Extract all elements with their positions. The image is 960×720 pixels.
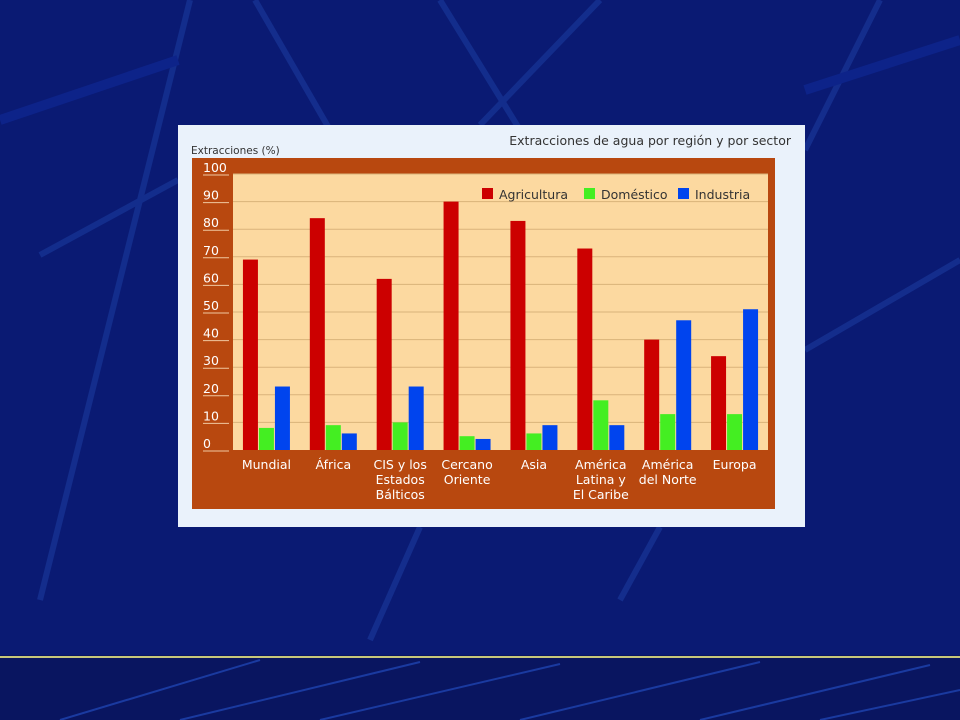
bar-industria [743, 309, 759, 450]
legend-label-doméstico: Doméstico [601, 187, 668, 202]
x-tick-label: Latina y [576, 472, 627, 487]
x-tick-label: Estados [376, 472, 425, 487]
bar-doméstico [392, 422, 408, 450]
x-tick-label: Mundial [242, 457, 291, 472]
bar-agricultura [711, 356, 727, 450]
bar-agricultura [443, 201, 459, 450]
chart-image-frame: Extracciones de agua por región y por se… [178, 125, 805, 527]
bar-industria [609, 425, 625, 450]
x-tick-label: Bálticos [376, 487, 425, 502]
legend-swatch-agricultura [482, 188, 493, 199]
bar-agricultura [309, 218, 325, 450]
bar-agricultura [644, 339, 660, 450]
bar-doméstico [258, 427, 274, 450]
y-tick-label: 10 [203, 408, 219, 423]
x-tick-label: Cercano [441, 457, 492, 472]
y-tick-label: 60 [203, 270, 219, 285]
bar-chart: 0 10 20 30 40 50 60 70 80 90 100 Mundial África CIS y… [203, 160, 768, 502]
x-tick-label: El Caribe [573, 487, 629, 502]
x-tick-label: del Norte [639, 472, 697, 487]
legend-swatch-industria [678, 188, 689, 199]
legend-label-industria: Industria [695, 187, 750, 202]
x-tick-label: CIS y los [374, 457, 427, 472]
y-axis-title: Extracciones (%) [191, 145, 280, 157]
x-tick-label: Europa [713, 457, 757, 472]
bar-doméstico [593, 400, 609, 450]
y-tick-label: 90 [203, 188, 219, 203]
bar-agricultura [577, 248, 593, 450]
bar-industria [274, 386, 290, 450]
chart-title: Extracciones de agua por región y por se… [509, 133, 791, 148]
bar-agricultura [376, 278, 392, 450]
bar-agricultura [510, 220, 526, 450]
y-tick-label: 80 [203, 215, 219, 230]
y-tick-label: 0 [203, 436, 211, 451]
bar-agricultura [242, 259, 258, 450]
bar-doméstico [526, 433, 542, 450]
x-tick-label: África [315, 457, 351, 472]
bar-industria [408, 386, 424, 450]
bar-doméstico [727, 414, 743, 450]
bar-doméstico [459, 436, 475, 450]
bar-industria [475, 438, 491, 450]
y-tick-label: 50 [203, 298, 219, 313]
y-tick-label: 40 [203, 326, 219, 341]
y-tick-label: 100 [203, 160, 227, 175]
legend-label-agricultura: Agricultura [499, 187, 568, 202]
x-tick-label: América [642, 457, 694, 472]
y-tick-label: 70 [203, 243, 219, 258]
bar-doméstico [660, 414, 676, 450]
bar-industria [676, 320, 692, 450]
y-tick-label: 20 [203, 381, 219, 396]
legend-swatch-doméstico [584, 188, 595, 199]
chart-panel: 0 10 20 30 40 50 60 70 80 90 100 Mundial África CIS y… [192, 158, 775, 509]
bar-industria [341, 433, 357, 450]
y-tick-label: 30 [203, 353, 219, 368]
bar-industria [542, 425, 558, 450]
bar-doméstico [325, 425, 341, 450]
x-tick-label: Asia [521, 457, 547, 472]
x-tick-label: América [575, 457, 627, 472]
x-tick-label: Oriente [444, 472, 491, 487]
